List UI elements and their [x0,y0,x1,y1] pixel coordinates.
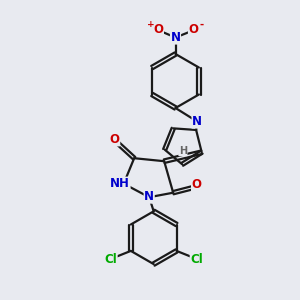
Text: O: O [153,23,164,36]
Text: Cl: Cl [104,254,117,266]
Text: N: N [144,190,154,203]
Text: H: H [179,146,187,156]
Text: N: N [170,31,181,44]
Text: +: + [147,20,155,29]
Text: O: O [192,178,202,191]
Text: -: - [200,19,204,29]
Text: O: O [188,23,199,36]
Text: O: O [110,133,120,146]
Text: Cl: Cl [190,254,203,266]
Text: NH: NH [110,177,130,190]
Text: N: N [192,115,202,128]
